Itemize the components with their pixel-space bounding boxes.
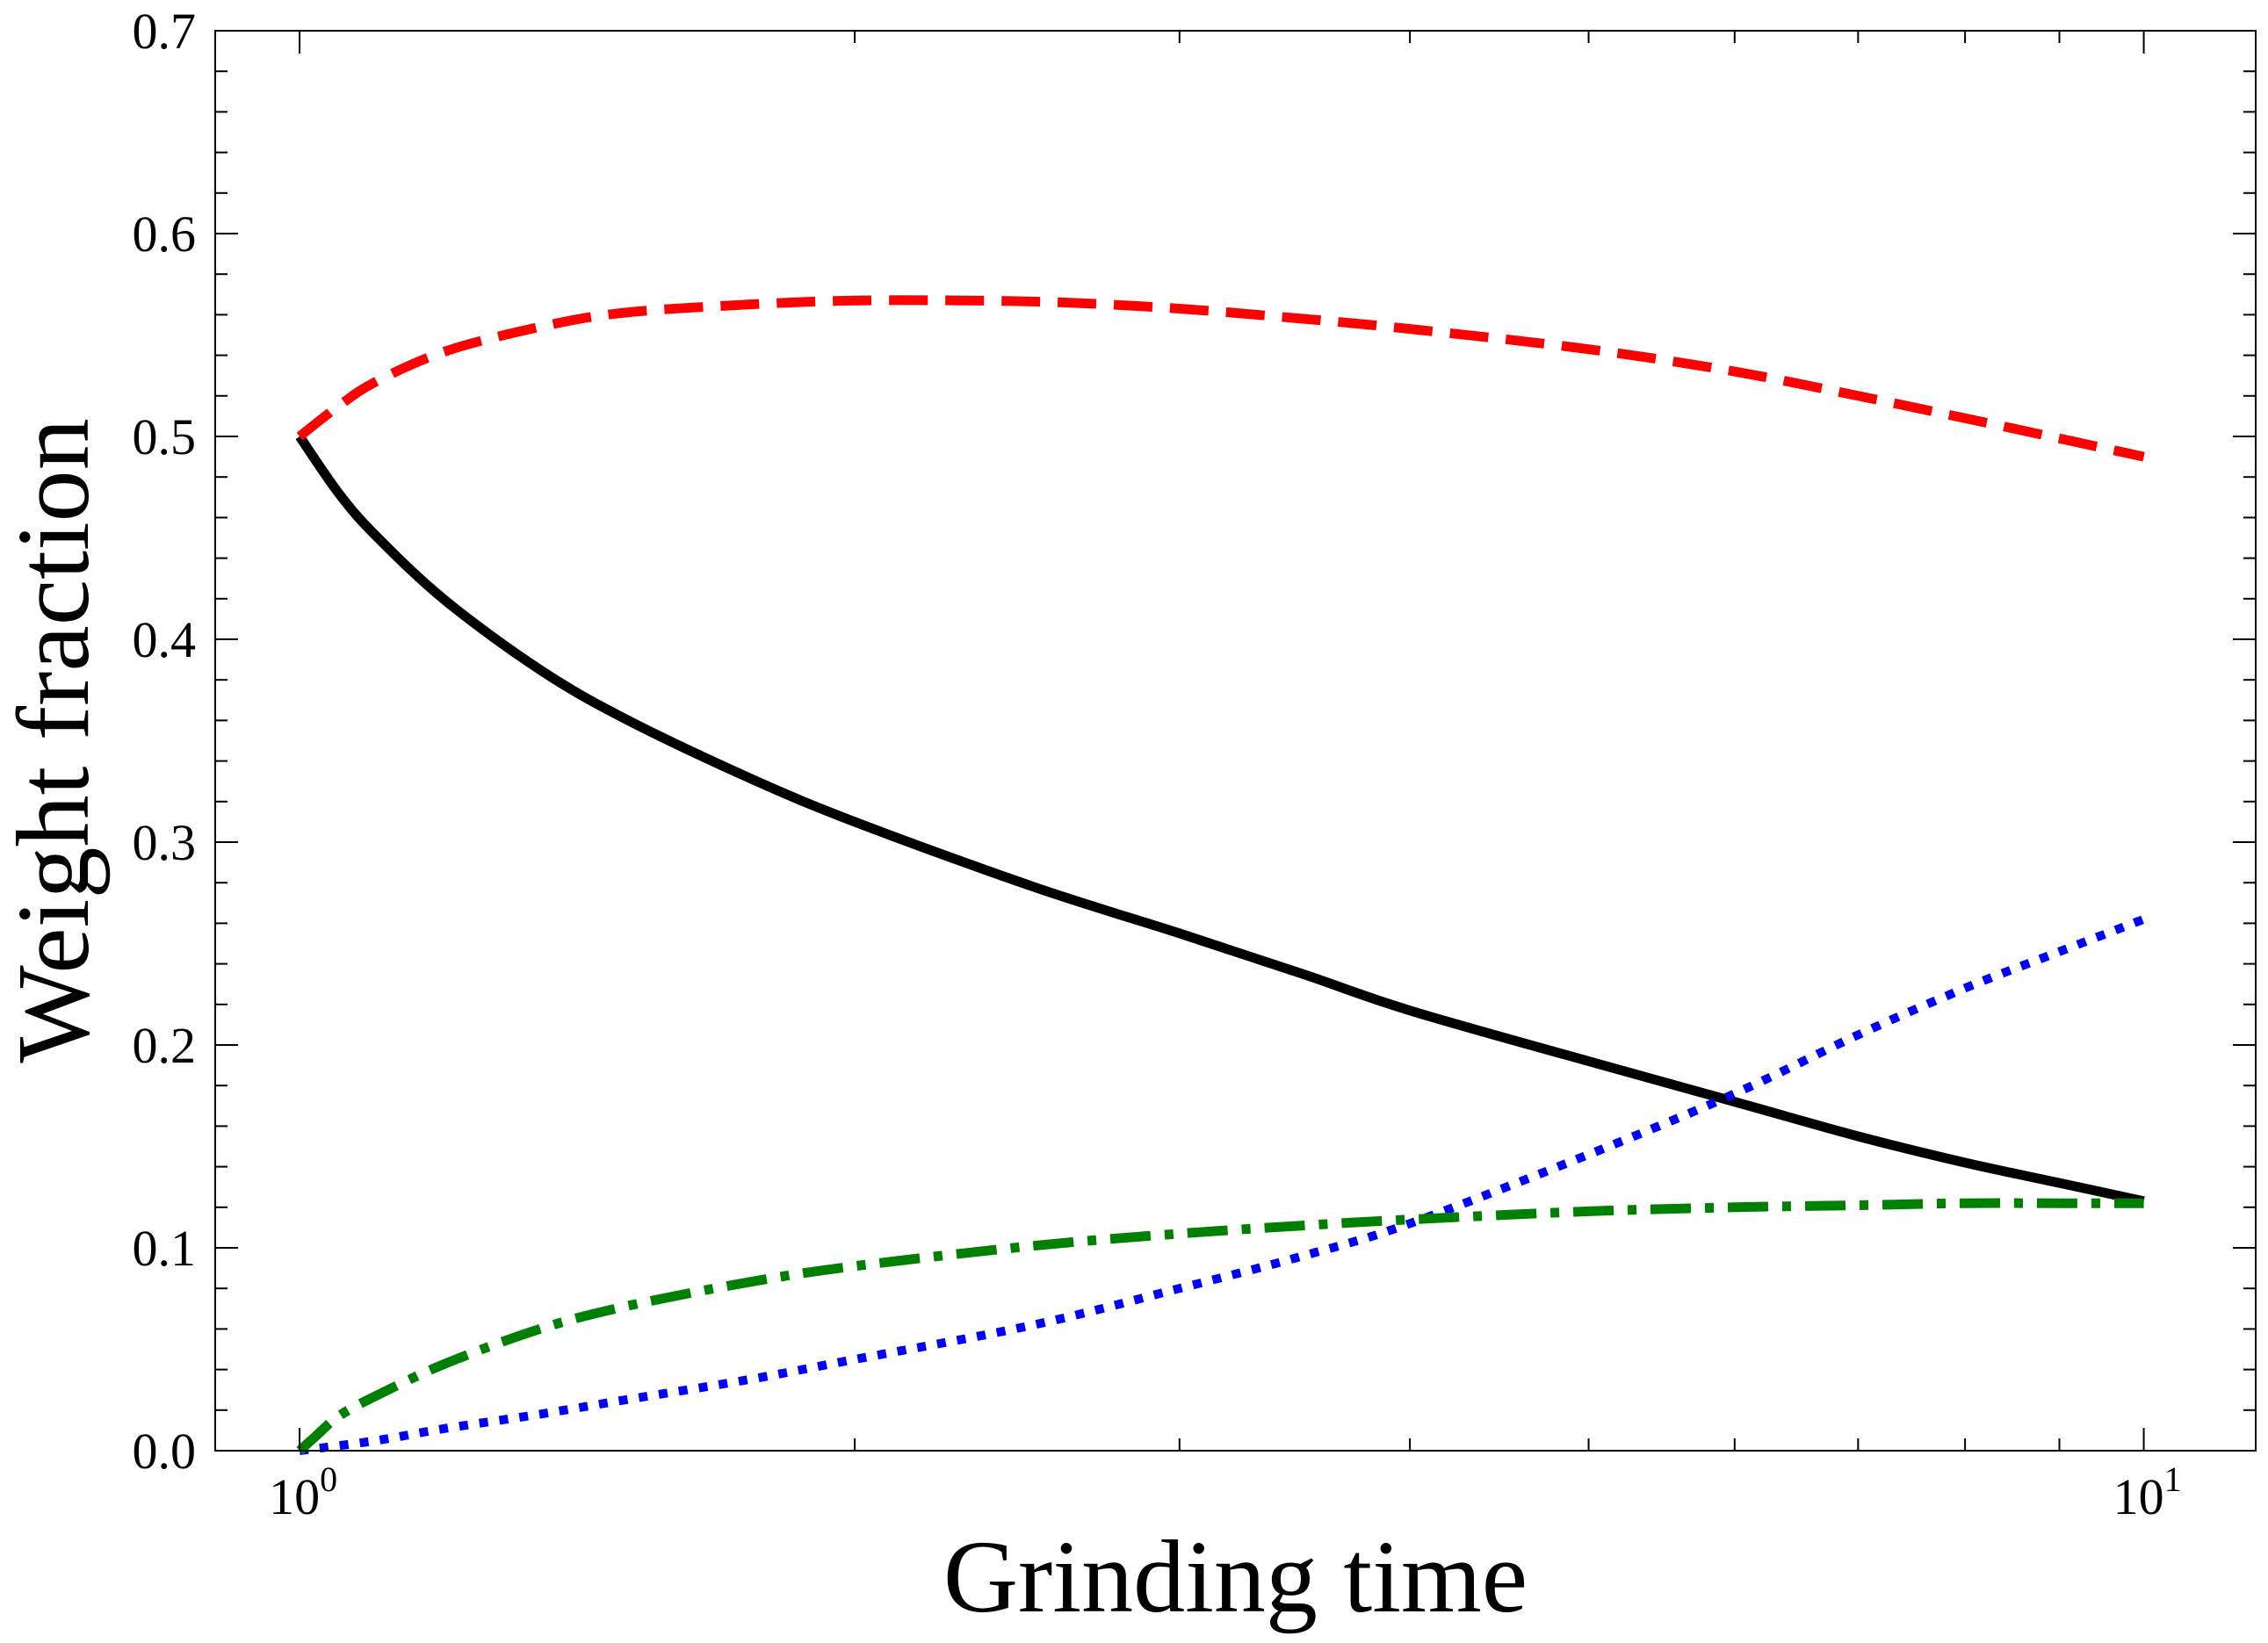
ticks-layer: 0.0 0.1 0.2 0.3 0.4 0.5 0.6 0.7 100 101 <box>133 3 2256 1525</box>
y-tick-label: 0.1 <box>133 1220 197 1277</box>
series-dashed-line <box>296 295 2145 462</box>
series-layer <box>295 295 2146 1455</box>
y-tick-label: 0.6 <box>133 205 197 263</box>
series-dotted-line <box>299 915 2146 1455</box>
y-tick-label: 0.4 <box>133 611 197 668</box>
y-tick-label: 0.0 <box>133 1423 197 1480</box>
plot-frame <box>214 30 2257 1452</box>
x-tick-label: 100 <box>269 1459 337 1525</box>
y-tick-label: 0.7 <box>133 3 197 60</box>
y-tick-label: 0.2 <box>133 1017 197 1074</box>
y-axis-label: Weight fraction <box>0 418 111 1063</box>
series-solid-line <box>295 433 2145 1207</box>
x-axis-label: Grinding time <box>943 1519 1528 1634</box>
series-dashdot-line <box>296 1198 2144 1455</box>
y-tick-label: 0.3 <box>133 814 197 871</box>
x-tick-label: 101 <box>2113 1459 2182 1525</box>
y-tick-label: 0.5 <box>133 408 197 465</box>
